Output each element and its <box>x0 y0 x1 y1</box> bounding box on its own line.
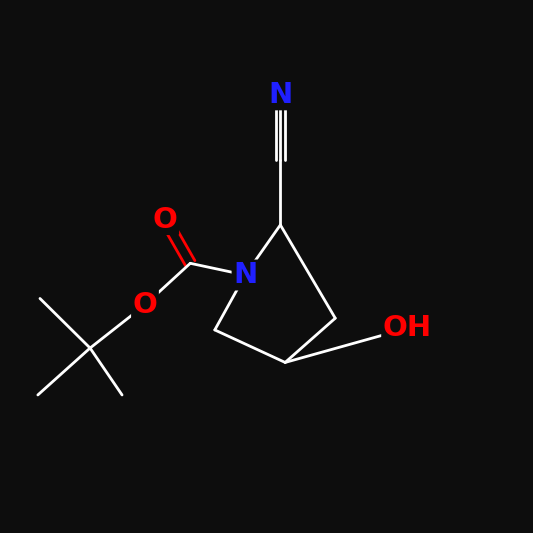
Text: O: O <box>133 291 157 319</box>
Text: N: N <box>233 261 257 289</box>
Text: N: N <box>268 81 293 109</box>
Text: OH: OH <box>383 314 432 342</box>
Text: O: O <box>153 206 177 233</box>
